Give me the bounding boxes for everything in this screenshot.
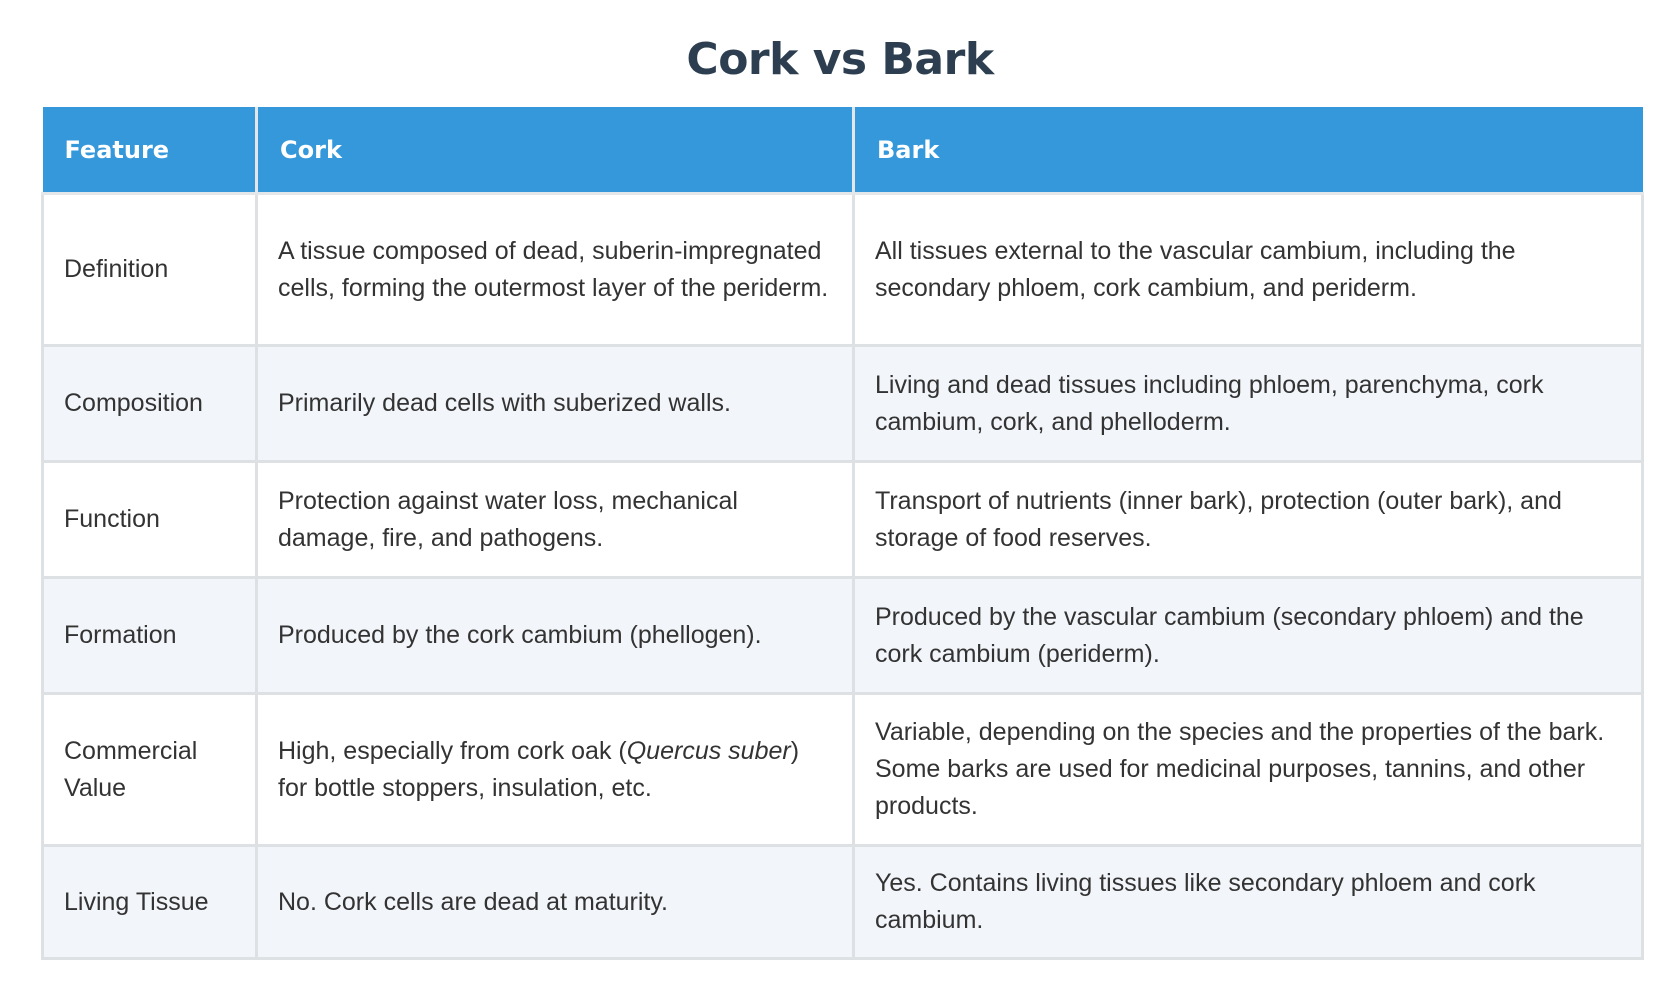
table-header: Feature Cork Bark (42, 107, 1643, 195)
table-row-living-tissue: Living Tissue No. Cork cells are dead at… (41, 844, 1644, 960)
feature-cell: Composition (41, 344, 258, 463)
header-row: Feature Cork Bark (42, 107, 1643, 195)
table-body: Definition A tissue composed of dead, su… (41, 192, 1644, 960)
bark-cell: Yes. Contains living tissues like second… (852, 844, 1644, 960)
table-row-function: Function Protection against water loss, … (41, 460, 1644, 579)
header-feature: Feature (42, 107, 258, 195)
cork-cell: No. Cork cells are dead at maturity. (255, 844, 855, 960)
cork-text-after: ) for bottle stoppers, insulation, etc. (278, 736, 800, 802)
cork-cell: A tissue composed of dead, suberin-impre… (255, 192, 855, 347)
feature-cell: Formation (41, 576, 258, 695)
bark-cell: Transport of nutrients (inner bark), pro… (852, 460, 1644, 579)
cork-cell: Primarily dead cells with suberized wall… (255, 344, 855, 463)
feature-cell: Definition (41, 192, 258, 347)
feature-cell: Commercial Value (41, 692, 258, 847)
header-cork: Cork (256, 107, 855, 195)
feature-cell: Living Tissue (41, 844, 258, 960)
feature-cell: Function (41, 460, 258, 579)
cork-cell: Produced by the cork cambium (phellogen)… (255, 576, 855, 695)
cork-text-before: High, especially from cork oak ( (278, 736, 627, 765)
table-row-definition: Definition A tissue composed of dead, su… (41, 192, 1644, 347)
page-title: Cork vs Bark (686, 34, 994, 85)
cork-cell: High, especially from cork oak (Quercus … (255, 692, 855, 847)
cork-cell: Protection against water loss, mechanica… (255, 460, 855, 579)
bark-cell: Variable, depending on the species and t… (852, 692, 1644, 847)
table-row-formation: Formation Produced by the cork cambium (… (41, 576, 1644, 695)
table-row-composition: Composition Primarily dead cells with su… (41, 344, 1644, 463)
bark-cell: Produced by the vascular cambium (second… (852, 576, 1644, 695)
bark-cell: Living and dead tissues including phloem… (852, 344, 1644, 463)
species-name: Quercus suber (626, 736, 791, 765)
header-bark: Bark (853, 107, 1643, 195)
table-row-commercial-value: Commercial Value High, especially from c… (41, 692, 1644, 847)
bark-cell: All tissues external to the vascular cam… (852, 192, 1644, 347)
comparison-table: Feature Cork Bark Definition A tissue co… (41, 107, 1644, 960)
